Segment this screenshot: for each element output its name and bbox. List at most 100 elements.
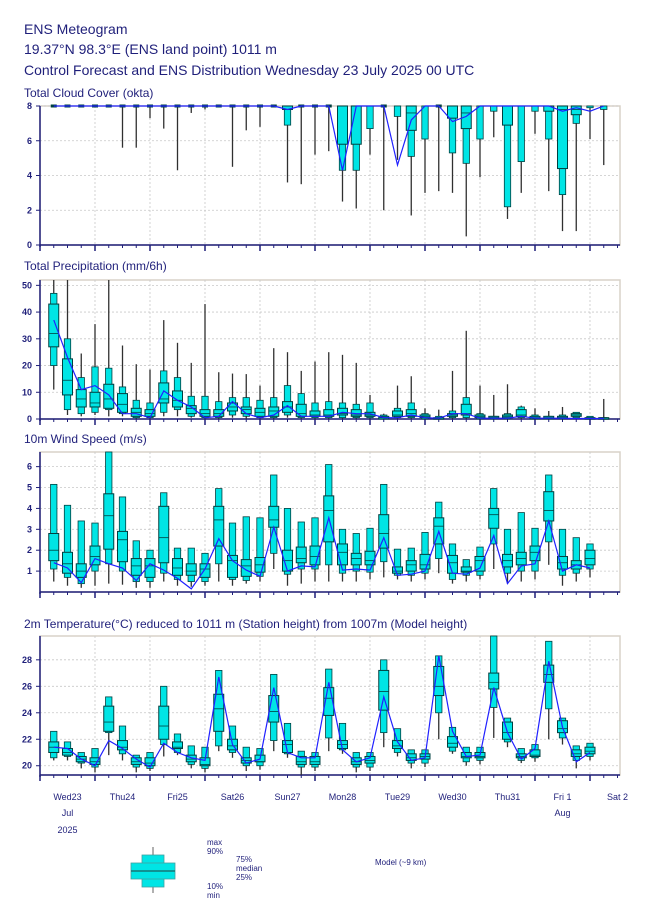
control-forecast-line bbox=[53, 515, 591, 590]
box-p25-p75 bbox=[502, 105, 513, 126]
ens-box bbox=[103, 696, 115, 756]
box-p25-p75 bbox=[295, 403, 307, 417]
box-p10-p90 bbox=[91, 366, 99, 413]
box-p10-p90 bbox=[517, 512, 525, 572]
y-tick-label: 10 bbox=[22, 387, 32, 397]
box-p10-p90 bbox=[517, 105, 525, 162]
ens-box bbox=[227, 522, 238, 586]
ens-box bbox=[309, 361, 321, 419]
ens-box bbox=[48, 730, 60, 761]
box-p10-p90 bbox=[297, 521, 305, 570]
y-tick-label: 2 bbox=[27, 205, 32, 215]
ens-box bbox=[570, 411, 582, 419]
ens-box bbox=[502, 528, 513, 584]
box-collapsed bbox=[50, 104, 57, 108]
y-tick-label: 0 bbox=[27, 240, 32, 250]
control-forecast-line bbox=[53, 319, 604, 420]
box-p25-p75 bbox=[130, 757, 142, 765]
box-p25-p75 bbox=[268, 505, 280, 528]
box-p25-p75 bbox=[144, 409, 156, 417]
box-p25-p75 bbox=[48, 532, 60, 562]
ens-box bbox=[172, 342, 183, 417]
box-p25-p75 bbox=[213, 505, 225, 547]
ens-box bbox=[378, 483, 390, 578]
box-p25-p75 bbox=[543, 491, 555, 522]
ens-box bbox=[62, 280, 73, 415]
ens-box bbox=[488, 635, 500, 738]
ens-box bbox=[405, 376, 417, 419]
box-p25-p75 bbox=[460, 751, 472, 759]
box-p10-p90 bbox=[421, 532, 429, 574]
ens-box bbox=[337, 528, 348, 582]
ens-box bbox=[515, 512, 527, 582]
x-day-label: Fri 1 bbox=[554, 792, 572, 802]
ens-box bbox=[392, 385, 403, 419]
box-p25-p75 bbox=[557, 105, 568, 170]
x-month-label: Aug bbox=[554, 808, 570, 818]
ens-box bbox=[48, 483, 60, 582]
ens-box bbox=[227, 373, 238, 418]
ens-box bbox=[350, 533, 362, 582]
control-forecast-line bbox=[53, 105, 605, 171]
ens-box bbox=[185, 547, 197, 587]
ens-box bbox=[89, 324, 101, 415]
box-p10-p90 bbox=[283, 508, 292, 575]
box-p25-p75 bbox=[405, 105, 417, 131]
ens-box bbox=[213, 372, 225, 419]
ens-box bbox=[364, 527, 376, 580]
box-p25-p75 bbox=[89, 757, 101, 765]
panel-1: Total Cloud Cover (okta) 0 2 4 6 8 bbox=[24, 86, 621, 251]
ens-box bbox=[460, 105, 472, 237]
box-p10-p90 bbox=[503, 528, 512, 574]
ens-box bbox=[89, 748, 101, 773]
box-p25-p75 bbox=[144, 757, 156, 767]
panel-title: Total Cloud Cover (okta) bbox=[24, 86, 153, 100]
box-p25-p75 bbox=[323, 687, 335, 716]
box-p10-p90 bbox=[283, 385, 292, 416]
box-p25-p75 bbox=[158, 505, 170, 564]
legend-min-label: min bbox=[207, 891, 220, 900]
box-p10-p90 bbox=[490, 635, 498, 708]
y-tick-label: 8 bbox=[27, 101, 32, 111]
box-p10-p90 bbox=[352, 533, 360, 572]
ens-box bbox=[323, 352, 335, 419]
panel-3: 10m Wind Speed (m/s) 1 2 3 4 5 6 bbox=[24, 432, 621, 598]
box-p10-p90 bbox=[77, 520, 85, 585]
panel-title: 2m Temperature(°C) reduced to 1011 m (St… bbox=[24, 617, 467, 631]
box-p25-p75 bbox=[447, 736, 458, 748]
box-p25-p75 bbox=[295, 546, 307, 564]
ens-box bbox=[584, 742, 596, 761]
box-p25-p75 bbox=[584, 746, 596, 755]
x-day-label: Thu31 bbox=[495, 792, 521, 802]
ens-box bbox=[254, 517, 266, 582]
box-p25-p75 bbox=[227, 554, 238, 578]
ens-box bbox=[213, 488, 225, 582]
y-tick-label: 20 bbox=[22, 761, 32, 771]
box-p25-p75 bbox=[172, 558, 183, 576]
y-tick-label: 5 bbox=[27, 483, 32, 493]
y-tick-label: 26 bbox=[22, 681, 32, 691]
box-p10-p90 bbox=[311, 517, 319, 570]
ens-box bbox=[158, 685, 170, 757]
y-tick-label: 24 bbox=[22, 708, 32, 718]
ens-box bbox=[488, 488, 500, 570]
ens-box bbox=[474, 546, 486, 580]
y-tick-label: 2 bbox=[27, 545, 32, 555]
box-p25-p75 bbox=[213, 693, 225, 732]
ens-box bbox=[240, 516, 252, 584]
box-p25-p75 bbox=[488, 507, 500, 529]
box-p25-p75 bbox=[103, 493, 115, 550]
ens-box bbox=[240, 374, 252, 419]
y-tick-label: 3 bbox=[27, 524, 32, 534]
box-p25-p75 bbox=[172, 741, 183, 750]
ens-box bbox=[405, 105, 417, 216]
box-p25-p75 bbox=[309, 410, 321, 417]
box-p25-p75 bbox=[62, 551, 73, 574]
y-tick-label: 6 bbox=[27, 136, 32, 146]
ens-box bbox=[447, 105, 458, 193]
y-tick-label: 50 bbox=[22, 280, 32, 290]
box-p10-p90 bbox=[572, 537, 580, 574]
ens-box bbox=[419, 532, 431, 580]
box-p10-p90 bbox=[531, 105, 539, 112]
